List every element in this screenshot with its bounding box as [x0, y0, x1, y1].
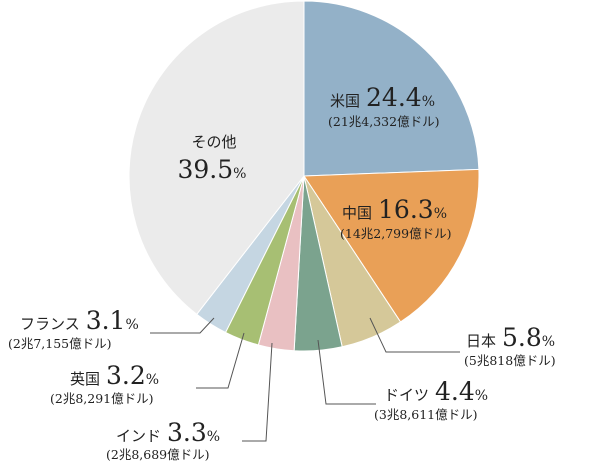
label-india: インド 3.3%: [116, 418, 220, 447]
label-france: フランス 3.1%: [20, 306, 139, 335]
leader-france: [150, 317, 215, 334]
pie-slice-1: [303, 168, 480, 323]
label-other-name: その他: [191, 133, 236, 151]
leader-germany: [317, 339, 376, 405]
amount-france: (2兆7,155億ドル): [8, 336, 112, 351]
label-us: 米国 24.4%: [330, 83, 435, 112]
label-germany: ドイツ 4.4%: [384, 377, 488, 406]
pie-slice-0: [303, 0, 480, 177]
leader-uk: [196, 332, 245, 389]
leader-japan: [369, 317, 460, 353]
slice-labels: 米国 24.4% (21兆4,332億ドル) 中国 16.3% (14兆2,799億…: [8, 83, 556, 462]
leader-lines: [150, 317, 460, 442]
label-japan: 日本 5.8%: [466, 323, 555, 352]
amount-india: (2兆8,689億ドル): [106, 447, 210, 462]
pie-slice-7: [128, 0, 305, 315]
amount-germany: (3兆8,611億ドル): [374, 407, 478, 422]
label-china: 中国 16.3%: [342, 195, 447, 224]
label-uk: 英国 3.2%: [70, 361, 159, 390]
amount-china: (14兆2,799億ドル): [340, 226, 451, 241]
pie-slices: [128, 0, 480, 352]
amount-uk: (2兆8,291億ドル): [50, 391, 154, 406]
leader-india: [242, 342, 273, 442]
label-other-pct: 39.5%: [178, 155, 247, 184]
amount-us: (21兆4,332億ドル): [328, 114, 439, 129]
amount-japan: (5兆818億ドル): [464, 353, 556, 368]
